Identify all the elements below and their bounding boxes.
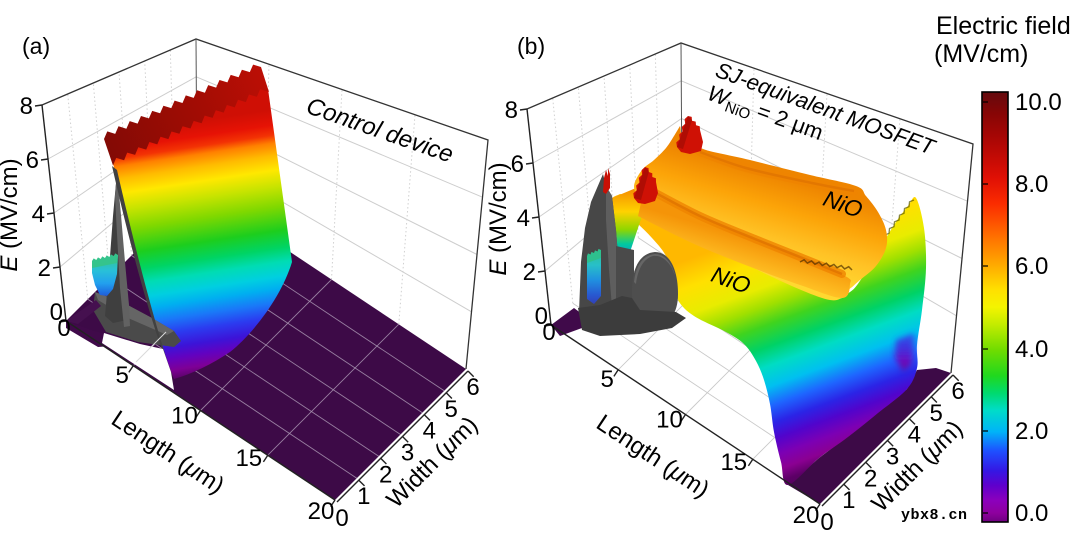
svg-text:6.0: 6.0 — [1015, 253, 1048, 280]
svg-text:4: 4 — [32, 201, 45, 228]
svg-text:4: 4 — [423, 418, 436, 445]
svg-text:0: 0 — [820, 509, 833, 536]
svg-text:0: 0 — [50, 299, 63, 326]
svg-text:(MV/cm): (MV/cm) — [934, 40, 1028, 68]
svg-text:E (MV/cm): E (MV/cm) — [0, 158, 23, 271]
svg-text:2: 2 — [38, 255, 51, 282]
svg-text:0: 0 — [335, 505, 348, 532]
svg-text:15: 15 — [235, 445, 262, 472]
svg-text:1: 1 — [842, 487, 855, 514]
svg-text:5: 5 — [601, 366, 614, 393]
svg-text:15: 15 — [720, 449, 747, 476]
svg-text:8.0: 8.0 — [1015, 171, 1048, 198]
svg-text:E (MV/cm): E (MV/cm) — [485, 162, 512, 275]
svg-text:8: 8 — [505, 97, 518, 124]
svg-text:5: 5 — [445, 396, 458, 423]
svg-text:2.0: 2.0 — [1015, 418, 1048, 445]
svg-text:6: 6 — [951, 378, 964, 405]
svg-text:10.0: 10.0 — [1015, 89, 1062, 116]
svg-text:1: 1 — [357, 483, 370, 510]
svg-text:6: 6 — [511, 151, 524, 178]
svg-text:0: 0 — [542, 319, 555, 346]
svg-text:3: 3 — [886, 444, 899, 471]
svg-text:(b): (b) — [517, 33, 545, 59]
svg-text:2: 2 — [864, 465, 877, 492]
svg-text:4: 4 — [908, 422, 921, 449]
svg-text:10: 10 — [171, 403, 198, 430]
svg-text:10: 10 — [656, 407, 683, 434]
svg-text:2: 2 — [379, 461, 392, 488]
svg-text:6: 6 — [26, 147, 39, 174]
svg-text:4: 4 — [517, 205, 530, 232]
svg-text:20: 20 — [308, 498, 335, 525]
svg-text:5: 5 — [116, 362, 129, 389]
svg-text:0.0: 0.0 — [1015, 500, 1048, 527]
svg-text:8: 8 — [20, 93, 33, 120]
svg-text:3: 3 — [401, 440, 414, 467]
svg-text:(a): (a) — [22, 33, 50, 59]
svg-text:6: 6 — [466, 374, 479, 401]
svg-text:0: 0 — [535, 303, 548, 330]
svg-text:Electric field: Electric field — [936, 12, 1071, 40]
svg-text:20: 20 — [793, 502, 820, 529]
svg-text:0: 0 — [57, 315, 70, 342]
svg-text:2: 2 — [523, 259, 536, 286]
svg-text:4.0: 4.0 — [1015, 336, 1048, 363]
svg-text:5: 5 — [930, 400, 943, 427]
svg-text:ybx8.cn: ybx8.cn — [901, 507, 968, 524]
